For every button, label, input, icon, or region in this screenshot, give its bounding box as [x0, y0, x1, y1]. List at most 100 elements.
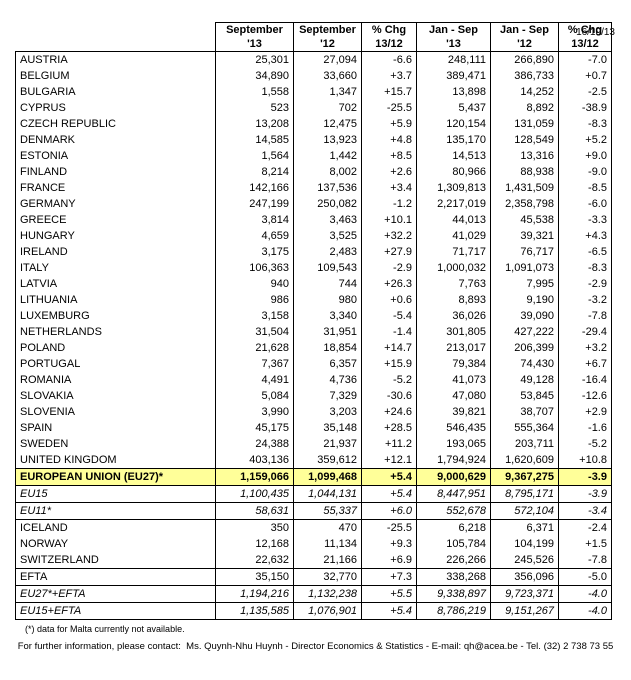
contact-email-link[interactable]: qh@acea.be — [463, 641, 518, 652]
cell-value: 105,784 — [416, 536, 491, 552]
row-label: LITHUANIA — [15, 292, 216, 308]
cell-value: 36,026 — [416, 308, 491, 324]
cell-value: -2.4 — [558, 519, 612, 536]
cell-value: 49,128 — [490, 372, 559, 388]
cell-value: -1.6 — [558, 420, 612, 436]
table-row: EU15 1,100,435 1,044,131 +5.4 8,447,951 8,795… — [15, 485, 612, 503]
cell-value: +3.2 — [558, 340, 612, 356]
cell-value: 3,203 — [293, 404, 362, 420]
cell-value: -2.9 — [558, 276, 612, 292]
cell-value: 38,707 — [490, 404, 559, 420]
cell-value: 9,190 — [490, 292, 559, 308]
cell-value: -5.4 — [361, 308, 417, 324]
cell-value: 58,631 — [215, 502, 294, 520]
table-row: SPAIN 45,175 35,148 +28.5 546,435 555,364 -1.6 — [15, 420, 612, 436]
cell-value: +6.9 — [361, 552, 417, 569]
cell-value: +5.4 — [361, 468, 417, 486]
cell-value: 1,558 — [215, 84, 294, 100]
cell-value: 1,620,609 — [490, 452, 559, 469]
row-label: POLAND — [15, 340, 216, 356]
cell-value: 109,543 — [293, 260, 362, 276]
cell-value: +14.7 — [361, 340, 417, 356]
cell-value: 702 — [293, 100, 362, 116]
cell-value: 104,199 — [490, 536, 559, 552]
cell-value: -3.9 — [558, 468, 612, 486]
cell-value: 2,217,019 — [416, 196, 491, 212]
cell-value: 3,340 — [293, 308, 362, 324]
table-row: SLOVENIA 3,990 3,203 +24.6 39,821 38,707 +2.9 — [15, 404, 612, 420]
cell-value: +28.5 — [361, 420, 417, 436]
cell-value: 1,442 — [293, 148, 362, 164]
table-row: POLAND 21,628 18,854 +14.7 213,017 206,399 +3.… — [15, 340, 612, 356]
cell-value: 1,044,131 — [293, 485, 362, 503]
cell-value: -25.5 — [361, 519, 417, 536]
cell-value: 32,770 — [293, 568, 362, 586]
cell-value: 338,268 — [416, 568, 491, 586]
cell-value: +11.2 — [361, 436, 417, 452]
cell-value: 8,447,951 — [416, 485, 491, 503]
cell-value: +0.7 — [558, 68, 612, 84]
row-label: EFTA — [15, 568, 216, 586]
cell-value: 13,898 — [416, 84, 491, 100]
footnote: (*) data for Malta currently not availab… — [25, 624, 185, 634]
cell-value: 9,338,897 — [416, 585, 491, 603]
table-row: AUSTRIA 25,301 27,094 -6.6 248,111 266,890 -7.… — [15, 51, 612, 68]
table-row: CZECH REPUBLIC 13,208 12,475 +5.9 120,154 131… — [15, 116, 612, 132]
cell-value: -5.0 — [558, 568, 612, 586]
cell-value: -1.4 — [361, 324, 417, 340]
cell-value: 1,076,901 — [293, 602, 362, 620]
cell-value: 403,136 — [215, 452, 294, 469]
cell-value: 88,938 — [490, 164, 559, 180]
cell-value: 1,132,238 — [293, 585, 362, 603]
cell-value: +2.9 — [558, 404, 612, 420]
cell-value: 11,134 — [293, 536, 362, 552]
cell-value: 1,794,924 — [416, 452, 491, 469]
cell-value: 350 — [215, 519, 294, 536]
cell-value: -7.8 — [558, 552, 612, 569]
cell-value: 14,513 — [416, 148, 491, 164]
table-row: CYPRUS 523 702 -25.5 5,437 8,892 -38.9 — [15, 100, 612, 116]
cell-value: 572,104 — [490, 502, 559, 520]
row-label: EUROPEAN UNION (EU27)* — [15, 468, 216, 486]
cell-value: 47,080 — [416, 388, 491, 404]
cell-value: -2.9 — [361, 260, 417, 276]
cell-value: 21,937 — [293, 436, 362, 452]
col-header-line1: Jan - Sep — [429, 24, 478, 36]
cell-value: +0.6 — [361, 292, 417, 308]
cell-value: 39,321 — [490, 228, 559, 244]
row-label: EU15 — [15, 485, 216, 503]
cell-value: 74,430 — [490, 356, 559, 372]
table-row: PORTUGAL 7,367 6,357 +15.9 79,384 74,430 +6.7 — [15, 356, 612, 372]
cell-value: 245,526 — [490, 552, 559, 569]
report-date: 16/10/13 — [576, 27, 615, 38]
cell-value: 5,084 — [215, 388, 294, 404]
table-row: LITHUANIA 986 980 +0.6 8,893 9,190 -3.2 — [15, 292, 612, 308]
table-row: EU15+EFTA 1,135,585 1,076,901 +5.4 8,786,219… — [15, 602, 612, 620]
registrations-table: September '13 September '12 % Chg 13/12 … — [15, 22, 612, 620]
cell-value: +9.0 — [558, 148, 612, 164]
cell-value: 34,890 — [215, 68, 294, 84]
cell-value: -16.4 — [558, 372, 612, 388]
cell-value: 9,723,371 — [490, 585, 559, 603]
cell-value: 39,821 — [416, 404, 491, 420]
cell-value: 12,168 — [215, 536, 294, 552]
cell-value: 120,154 — [416, 116, 491, 132]
table-row: EUROPEAN UNION (EU27)* 1,159,066 1,099,468… — [15, 468, 612, 486]
cell-value: 27,094 — [293, 51, 362, 68]
cell-value: 213,017 — [416, 340, 491, 356]
row-label: ROMANIA — [15, 372, 216, 388]
cell-value: -8.3 — [558, 260, 612, 276]
col-header-line1: September — [299, 24, 356, 36]
cell-value: 1,309,813 — [416, 180, 491, 196]
cell-value: 3,463 — [293, 212, 362, 228]
cell-value: +24.6 — [361, 404, 417, 420]
cell-value: 226,266 — [416, 552, 491, 569]
cell-value: -3.3 — [558, 212, 612, 228]
cell-value: 45,175 — [215, 420, 294, 436]
cell-value: 3,175 — [215, 244, 294, 260]
col-header-pct-chg-ytd: % Chg 13/12 — [558, 22, 612, 52]
row-label: SWITZERLAND — [15, 552, 216, 569]
table-row: BELGIUM 34,890 33,660 +3.7 389,471 386,733 +0.… — [15, 68, 612, 84]
col-header-line2: 13/12 — [571, 38, 599, 50]
document-page: 16/10/13 September '13 September '12 — [0, 22, 631, 680]
